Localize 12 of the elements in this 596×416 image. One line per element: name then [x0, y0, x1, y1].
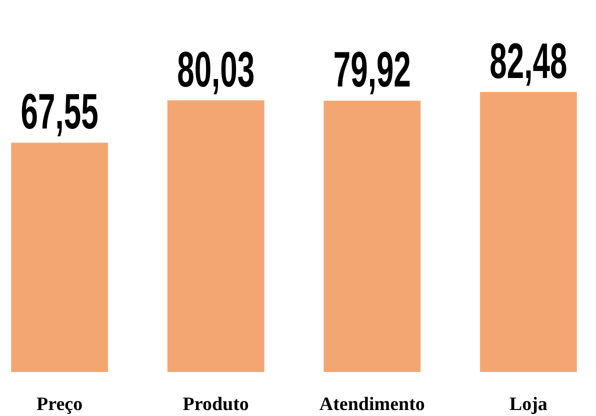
x-tick-label: Preço: [36, 394, 83, 415]
data-label: 82,48: [490, 32, 568, 89]
data-label: 80,03: [177, 40, 255, 98]
x-tick-label: Loja: [509, 394, 548, 415]
data-label: 79,92: [333, 41, 411, 98]
bar: [11, 142, 108, 372]
bar: [480, 92, 577, 372]
x-tick-label: Produto: [182, 394, 249, 415]
data-label: 67,55: [20, 83, 98, 140]
x-tick-label: Atendimento: [319, 394, 425, 415]
bar: [324, 100, 421, 372]
bar: [167, 100, 264, 372]
